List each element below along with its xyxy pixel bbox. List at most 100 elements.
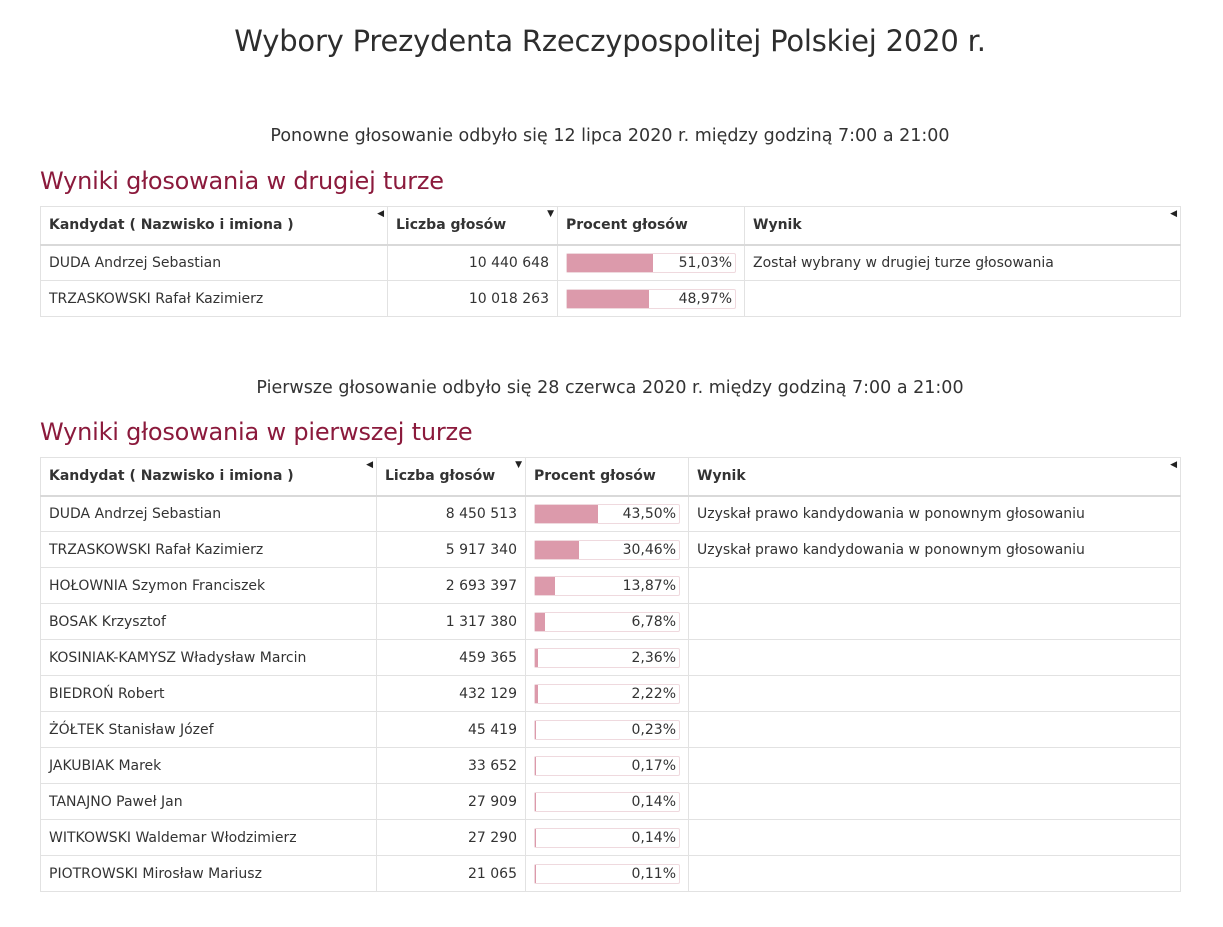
candidate-name: TANAJNO Paweł Jan (40, 783, 377, 820)
table-row: JAKUBIAK Marek 33 652 0,17% (40, 747, 1181, 784)
sort-left-icon[interactable]: ◀ (1170, 209, 1177, 219)
first-round-info: Pierwsze głosowanie odbyło się 28 czerwc… (256, 378, 964, 398)
percent-label: 30,46% (622, 541, 676, 558)
percent-cell: 48,97% (557, 280, 745, 317)
page-title: Wybory Prezydenta Rzeczypospolitej Polsk… (234, 24, 986, 58)
percent-bar-fill (535, 684, 539, 703)
table-row: DUDA Andrzej Sebastian 10 440 648 51,03% Zo… (40, 244, 1181, 281)
table-row: BIEDROŃ Robert 432 129 2,22% (40, 675, 1181, 712)
percent-bar-fill (535, 612, 545, 631)
table-header-row: Kandydat ( Nazwisko i imiona ) ◀ Liczba … (40, 206, 1181, 246)
column-header-percent[interactable]: Procent głosów (525, 457, 689, 497)
percent-cell: 0,17% (525, 747, 689, 784)
column-header-votes[interactable]: Liczba głosów ▼ (387, 206, 558, 246)
second-round-table: Kandydat ( Nazwisko i imiona ) ◀ Liczba … (40, 206, 1181, 317)
candidate-name: ŻÓŁTEK Stanisław Józef (40, 711, 377, 748)
second-round-info: Ponowne głosowanie odbyło się 12 lipca 2… (270, 126, 950, 146)
percent-bar: 0,17% (534, 755, 680, 776)
percent-bar: 13,87% (534, 575, 680, 596)
vote-count: 2 693 397 (376, 567, 526, 604)
second-round-heading: Wyniki głosowania w drugiej turze (40, 167, 444, 195)
vote-count: 459 365 (376, 639, 526, 676)
table-row: WITKOWSKI Waldemar Włodzimierz 27 290 0,14… (40, 819, 1181, 856)
first-round-table: Kandydat ( Nazwisko i imiona ) ◀ Liczba … (40, 457, 1181, 892)
result-text (688, 783, 1181, 820)
table-row: DUDA Andrzej Sebastian 8 450 513 43,50% Uzy… (40, 495, 1181, 532)
result-text (688, 567, 1181, 604)
column-header-label: Liczba głosów (385, 468, 496, 485)
column-header-result[interactable]: Wynik ◀ (744, 206, 1181, 246)
candidate-name: KOSINIAK-KAMYSZ Władysław Marcin (40, 639, 377, 676)
candidate-name: DUDA Andrzej Sebastian (40, 244, 388, 281)
candidate-name: TRZASKOWSKI Rafał Kazimierz (40, 280, 388, 317)
percent-bar: 0,14% (534, 827, 680, 848)
result-text (688, 711, 1181, 748)
column-header-votes[interactable]: Liczba głosów ▼ (376, 457, 526, 497)
percent-label: 6,78% (631, 613, 676, 630)
vote-count: 10 440 648 (387, 244, 558, 281)
column-header-candidate[interactable]: Kandydat ( Nazwisko i imiona ) ◀ (40, 457, 377, 497)
percent-bar-fill (535, 648, 539, 667)
percent-cell: 0,11% (525, 855, 689, 892)
vote-count: 45 419 (376, 711, 526, 748)
percent-bar-fill (567, 289, 650, 308)
table-row: HOŁOWNIA Szymon Franciszek 2 693 397 13,87… (40, 567, 1181, 604)
percent-cell: 2,22% (525, 675, 689, 712)
sort-down-icon[interactable]: ▼ (547, 209, 554, 219)
sort-left-icon[interactable]: ◀ (377, 209, 384, 219)
column-header-percent[interactable]: Procent głosów (557, 206, 745, 246)
percent-cell: 43,50% (525, 495, 689, 532)
vote-count: 5 917 340 (376, 531, 526, 568)
percent-label: 13,87% (622, 577, 676, 594)
column-header-label: Kandydat ( Nazwisko i imiona ) (49, 217, 294, 234)
result-text: Został wybrany w drugiej turze głosowani… (744, 244, 1181, 281)
percent-label: 0,11% (631, 865, 676, 882)
percent-label: 0,23% (631, 721, 676, 738)
candidate-name: HOŁOWNIA Szymon Franciszek (40, 567, 377, 604)
percent-bar: 48,97% (566, 288, 736, 309)
percent-bar-fill (535, 576, 555, 595)
percent-bar: 30,46% (534, 539, 680, 560)
first-round-heading: Wyniki głosowania w pierwszej turze (40, 418, 473, 446)
percent-cell: 2,36% (525, 639, 689, 676)
vote-count: 432 129 (376, 675, 526, 712)
result-text (688, 855, 1181, 892)
table-row: TANAJNO Paweł Jan 27 909 0,14% (40, 783, 1181, 820)
column-header-label: Wynik (697, 468, 746, 485)
vote-count: 1 317 380 (376, 603, 526, 640)
percent-label: 0,14% (631, 829, 676, 846)
column-header-label: Procent głosów (534, 468, 656, 485)
result-text: Uzyskał prawo kandydowania w ponownym gł… (688, 531, 1181, 568)
percent-bar-fill (567, 253, 653, 272)
candidate-name: WITKOWSKI Waldemar Włodzimierz (40, 819, 377, 856)
sort-left-icon[interactable]: ◀ (1170, 460, 1177, 470)
percent-label: 2,22% (631, 685, 676, 702)
column-header-label: Kandydat ( Nazwisko i imiona ) (49, 468, 294, 485)
percent-bar: 0,11% (534, 863, 680, 884)
percent-label: 43,50% (622, 505, 676, 522)
vote-count: 33 652 (376, 747, 526, 784)
vote-count: 27 909 (376, 783, 526, 820)
table-header-row: Kandydat ( Nazwisko i imiona ) ◀ Liczba … (40, 457, 1181, 497)
percent-bar-fill (535, 540, 579, 559)
vote-count: 21 065 (376, 855, 526, 892)
result-text (688, 639, 1181, 676)
table-row: ŻÓŁTEK Stanisław Józef 45 419 0,23% (40, 711, 1181, 748)
sort-down-icon[interactable]: ▼ (515, 460, 522, 470)
result-text (688, 603, 1181, 640)
candidate-name: DUDA Andrzej Sebastian (40, 495, 377, 532)
vote-count: 10 018 263 (387, 280, 558, 317)
candidate-name: BIEDROŃ Robert (40, 675, 377, 712)
column-header-result[interactable]: Wynik ◀ (688, 457, 1181, 497)
percent-label: 0,17% (631, 757, 676, 774)
second-round-rows: DUDA Andrzej Sebastian 10 440 648 51,03% Zo… (40, 244, 1181, 317)
sort-left-icon[interactable]: ◀ (366, 460, 373, 470)
vote-count: 27 290 (376, 819, 526, 856)
column-header-candidate[interactable]: Kandydat ( Nazwisko i imiona ) ◀ (40, 206, 388, 246)
candidate-name: BOSAK Krzysztof (40, 603, 377, 640)
table-row: TRZASKOWSKI Rafał Kazimierz 5 917 340 30,4… (40, 531, 1181, 568)
percent-cell: 51,03% (557, 244, 745, 281)
percent-cell: 0,14% (525, 783, 689, 820)
percent-cell: 6,78% (525, 603, 689, 640)
first-round-rows: DUDA Andrzej Sebastian 8 450 513 43,50% Uzy… (40, 495, 1181, 892)
